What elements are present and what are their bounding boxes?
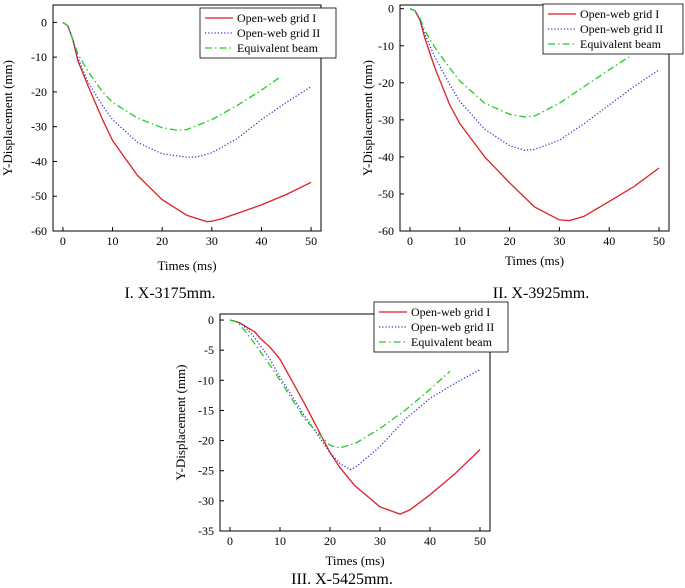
series-line-2 [229,319,481,471]
chart-x-3925: 0 10 20 30 40 50 0 -10 -20 -30 -40 -50 -60 Times (ms)… [360,2,684,302]
x-tick-label: 10 [274,534,286,548]
x-tick-label: 40 [424,534,436,548]
series-line-1 [229,319,481,515]
y-tick-label: -30 [378,113,394,127]
y-tick-label: -40 [31,154,47,168]
legend-label-1: Open-web grid I [237,11,316,25]
y-tick-label: -20 [31,85,47,99]
series-line-3 [229,319,451,449]
chart-x-5425: 0 10 20 30 40 50 0 -5 -10 -15 -20 -25 -30 -35 Times (m… [173,301,509,588]
legend-label-2: Open-web grid II [580,22,663,36]
x-tick-label: 0 [60,234,66,248]
plot-frame [52,4,322,232]
y-tick-label: -10 [378,39,394,53]
x-tick-label: 0 [227,534,233,548]
caption-number: III. [291,571,311,588]
x-tick-label: 30 [206,234,218,248]
x-axis-title: Times (ms) [505,253,564,268]
caption-text: X-3925mm. [507,285,589,302]
y-tick-label: -40 [378,150,394,164]
x-tick-label: 40 [255,234,267,248]
y-axis-title: Y-Displacement (mm) [173,365,188,481]
y-tick-label: 0 [388,2,394,16]
x-tick-label: 20 [156,234,168,248]
legend-label-1: Open-web grid I [411,305,490,319]
figure-caption: II. X-3925mm. [493,285,589,302]
plot-frame [219,313,491,532]
legend-label-3: Equivalent beam [237,41,319,55]
legend-label-2: Open-web grid II [237,26,320,40]
y-tick-label: 0 [41,15,47,29]
chart-x-3175: 0 10 20 30 40 50 0 -10 -20 -30 -40 -50 -60 Times (ms)… [0,4,337,302]
series-line-1 [409,8,660,222]
y-tick-label: -10 [198,373,214,387]
figure-caption: III. X-5425mm. [291,571,393,588]
series-line-3 [62,21,280,131]
caption-text: X-5425mm. [311,571,393,588]
y-tick-label: 0 [208,313,214,327]
legend-label-3: Equivalent beam [580,37,662,51]
y-tick-label: -15 [198,403,214,417]
y-tick-label: -50 [31,189,47,203]
x-tick-label: 50 [305,234,317,248]
x-tick-label: 50 [653,234,665,248]
y-tick-label: -35 [198,524,214,538]
legend-label-2: Open-web grid II [411,320,494,334]
y-tick-label: -10 [31,50,47,64]
legend-box [373,301,509,353]
y-tick-label: -30 [198,494,214,508]
caption-text: X-3175mm. [134,285,216,302]
y-tick-label: -5 [204,343,214,357]
x-axis-title: Times (ms) [157,258,216,273]
y-tick-label: -50 [378,187,394,201]
y-tick-label: -60 [31,224,47,238]
y-axis-title: Y-Displacement (mm) [0,60,15,176]
y-tick-label: -25 [198,464,214,478]
x-tick-label: 10 [107,234,119,248]
legend-box [542,3,684,55]
series-line-3 [409,8,630,118]
series-line-2 [409,8,660,151]
series-line-1 [62,21,312,223]
x-tick-label: 20 [324,534,336,548]
x-tick-label: 30 [374,534,386,548]
legend-box [199,7,337,59]
x-tick-label: 10 [454,234,466,248]
caption-number: II. [493,285,508,302]
x-tick-label: 40 [603,234,615,248]
legend-label-1: Open-web grid I [580,7,659,21]
y-tick-label: -20 [198,434,214,448]
plot-frame [399,4,670,232]
y-tick-label: -20 [378,76,394,90]
y-axis-title: Y-Displacement (mm) [360,60,375,176]
y-tick-label: -60 [378,224,394,238]
x-axis-title: Times (ms) [325,553,384,568]
x-tick-label: 20 [504,234,516,248]
x-tick-label: 30 [553,234,565,248]
x-tick-label: 50 [474,534,486,548]
y-tick-label: -30 [31,120,47,134]
legend-label-3: Equivalent beam [411,335,493,349]
x-tick-label: 0 [407,234,413,248]
figure-caption: I. X-3175mm. [124,285,215,302]
caption-number: I. [124,285,133,302]
